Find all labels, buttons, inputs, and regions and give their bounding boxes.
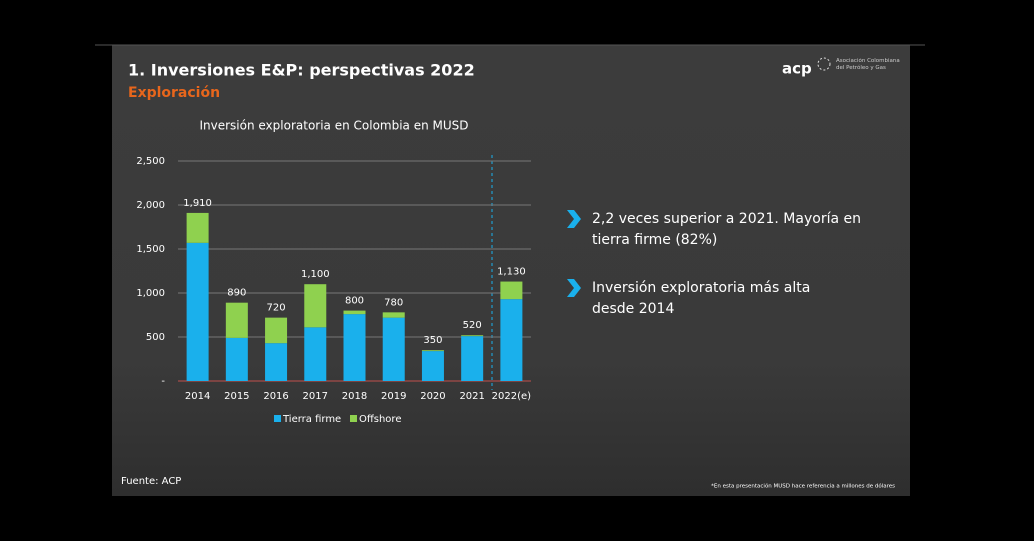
slide-subtitle: Exploración — [128, 85, 220, 101]
bar-segment — [461, 335, 484, 337]
bar-segment — [500, 281, 523, 300]
y-tick-label: 2,500 — [136, 156, 165, 167]
bar-segment — [186, 212, 209, 243]
bullet-text: tierra firme (82%) — [592, 232, 717, 248]
chart-title: Inversión exploratoria en Colombia en MU… — [199, 119, 468, 133]
bar-segment — [461, 336, 484, 381]
legend-label: Tierra firme — [282, 414, 341, 425]
total-label: 780 — [384, 297, 403, 308]
y-tick-label: 1,500 — [136, 244, 165, 255]
x-tick-label: 2018 — [342, 391, 367, 402]
total-label: 720 — [267, 303, 286, 314]
legend-swatch — [274, 415, 281, 422]
bullet-text: 2,2 veces superior a 2021. Mayoría en — [592, 211, 861, 227]
bullet-chevron — [567, 210, 581, 228]
x-tick-label: 2019 — [381, 391, 406, 402]
logo-mark — [817, 57, 831, 71]
y-tick-label: - — [161, 376, 165, 387]
bar-segment — [500, 299, 523, 381]
bar-segment — [343, 314, 366, 381]
bullet-chevron — [567, 279, 581, 297]
bar-segment — [304, 284, 327, 328]
bar-segment — [186, 242, 209, 381]
y-tick-label: 2,000 — [136, 200, 165, 211]
bar-segment — [265, 317, 288, 344]
x-tick-label: 2021 — [459, 391, 484, 402]
logo-tagline-box: Asociación Colombiana del Petróleo y Gas — [836, 58, 900, 71]
bar-segment — [225, 337, 248, 381]
x-tick-label: 2016 — [263, 391, 288, 402]
bar-segment — [382, 312, 405, 318]
bullet-text: Inversión exploratoria más alta — [592, 280, 810, 296]
x-tick-label: 2015 — [224, 391, 249, 402]
total-label: 1,910 — [183, 198, 212, 209]
x-tick-label: 2020 — [420, 391, 445, 402]
bar-segment — [421, 351, 444, 381]
slide-title: 1. Inversiones E&P: perspectivas 2022 — [128, 61, 475, 80]
total-label: 800 — [345, 296, 364, 307]
bar-segment — [421, 350, 444, 352]
total-label: 1,100 — [301, 269, 330, 280]
footnote: *En esta presentación MUSD hace referenc… — [711, 483, 895, 490]
bar-segment — [343, 310, 366, 315]
logo-tagline: Asociación Colombiana del Petróleo y Gas — [836, 58, 900, 71]
x-tick-label: 2014 — [185, 391, 210, 402]
source: Fuente: ACP — [121, 476, 181, 487]
logo-name: acp — [782, 60, 812, 78]
x-tick-label: 2022(e) — [492, 391, 532, 402]
y-tick-label: 500 — [146, 332, 165, 343]
legend-label: Offshore — [359, 414, 401, 425]
total-label: 350 — [423, 335, 442, 346]
slide-background — [112, 45, 910, 496]
total-label: 890 — [227, 288, 246, 299]
x-tick-label: 2017 — [303, 391, 328, 402]
legend-swatch — [350, 415, 357, 422]
total-label: 1,130 — [497, 267, 526, 278]
bar-segment — [265, 343, 288, 381]
bullet-text: desde 2014 — [592, 301, 674, 317]
total-label: 520 — [463, 320, 482, 331]
bullets: 2,2 veces superior a 2021. Mayoría en tie… — [567, 210, 861, 317]
bar-segment — [304, 327, 327, 381]
bar-segment — [382, 317, 405, 381]
bar-segment — [225, 302, 248, 338]
y-tick-label: 1,000 — [136, 288, 165, 299]
